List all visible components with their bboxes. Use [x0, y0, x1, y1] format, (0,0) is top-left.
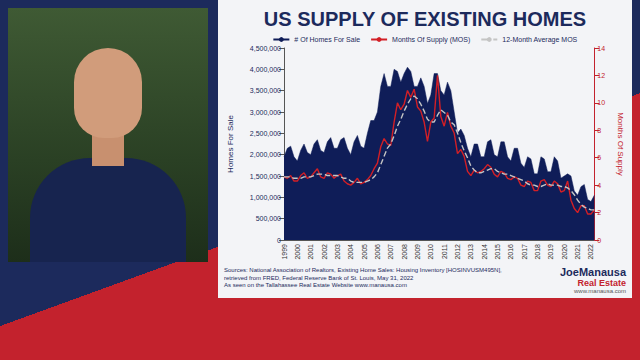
svg-text:2016: 2016 [507, 244, 514, 260]
svg-text:4: 4 [597, 182, 601, 189]
svg-text:2002: 2002 [321, 244, 328, 260]
svg-text:2004: 2004 [347, 244, 354, 260]
svg-text:2000: 2000 [294, 244, 301, 260]
svg-text:2014: 2014 [481, 244, 488, 260]
svg-text:2018: 2018 [534, 244, 541, 260]
svg-text:2001: 2001 [307, 244, 314, 260]
svg-text:4,500,000: 4,500,000 [250, 45, 281, 52]
html-text:JoeManausa: JoeManausa [560, 266, 626, 278]
svg-text:2005: 2005 [361, 244, 368, 260]
svg-text:2003: 2003 [334, 244, 341, 260]
svg-text:2021: 2021 [574, 244, 581, 260]
svg-text:8: 8 [597, 127, 601, 134]
svg-text:2,000,000: 2,000,000 [250, 151, 281, 158]
html-text:www.manausa.com: www.manausa.com [574, 288, 626, 294]
svg-text:2008: 2008 [401, 244, 408, 260]
svg-text:2019: 2019 [547, 244, 554, 260]
svg-text:12-Month Average MOS: 12-Month Average MOS [502, 36, 577, 44]
svg-text:Homes For Sale: Homes For Sale [226, 115, 235, 173]
svg-text:2017: 2017 [521, 244, 528, 260]
svg-text:2020: 2020 [561, 244, 568, 260]
svg-text:2022: 2022 [587, 244, 594, 260]
svg-text:2011: 2011 [441, 244, 448, 259]
svg-text:0: 0 [597, 237, 601, 244]
svg-text:0: 0 [277, 237, 281, 244]
svg-text:10: 10 [597, 99, 605, 106]
svg-text:2015: 2015 [494, 244, 501, 260]
html-text:Sources: National Association: Sources: National Association of Realtor… [224, 267, 502, 281]
svg-text:2009: 2009 [414, 244, 421, 260]
html-text:As seen on the Tallahassee Rea: As seen on the Tallahassee Real Estate W… [224, 282, 407, 288]
svg-text:2: 2 [597, 209, 601, 216]
svg-text:500,000: 500,000 [256, 215, 281, 222]
svg-text:2007: 2007 [387, 244, 394, 260]
svg-text:1,500,000: 1,500,000 [250, 173, 281, 180]
svg-text:2012: 2012 [454, 244, 461, 260]
svg-text:Months Of Supply: Months Of Supply [616, 112, 625, 176]
svg-text:Months Of Supply (MOS): Months Of Supply (MOS) [392, 36, 470, 44]
svg-text:2010: 2010 [427, 244, 434, 260]
svg-text:4,000,000: 4,000,000 [250, 66, 281, 73]
svg-text:2,500,000: 2,500,000 [250, 130, 281, 137]
svg-text:14: 14 [597, 45, 605, 52]
svg-text:1,000,000: 1,000,000 [250, 194, 281, 201]
svg-text:1999: 1999 [281, 244, 288, 260]
svg-text:# Of Homes For Sale: # Of Homes For Sale [294, 36, 360, 43]
html-text:Real Estate: Real Estate [577, 278, 626, 288]
svg-text:US SUPPLY OF EXISTING HOMES: US SUPPLY OF EXISTING HOMES [264, 8, 586, 30]
svg-text:3,500,000: 3,500,000 [250, 87, 281, 94]
svg-text:2013: 2013 [467, 244, 474, 260]
svg-text:2006: 2006 [374, 244, 381, 260]
svg-text:6: 6 [597, 154, 601, 161]
svg-text:3,000,000: 3,000,000 [250, 109, 281, 116]
svg-text:12: 12 [597, 72, 605, 79]
